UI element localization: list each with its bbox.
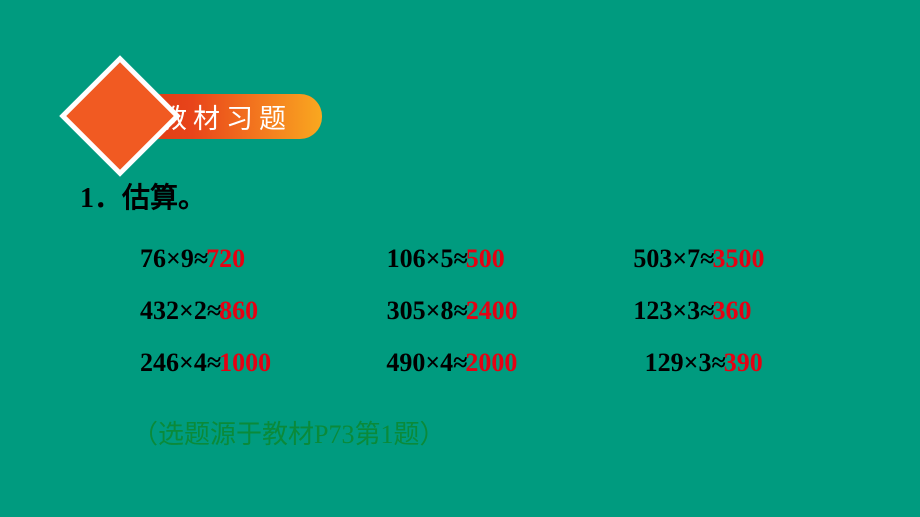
expression: 106×5≈	[387, 244, 468, 274]
expression: 123×3≈	[633, 296, 714, 326]
grid-cell: 490×4≈ 2000	[386, 348, 632, 378]
answer: 3500	[712, 244, 764, 274]
source-note: （选题源于教材P73第1题）	[80, 414, 880, 451]
question-line: 1．估算。	[80, 176, 880, 216]
answer: 500	[466, 244, 505, 274]
answer: 360	[712, 296, 751, 326]
header-diamond	[59, 55, 181, 177]
answer: 390	[724, 348, 763, 378]
content-area: 1．估算。 76×9≈ 720 106×5≈ 500 503×7≈ 3500 4…	[80, 176, 880, 451]
grid-cell: 129×3≈ 390	[633, 348, 880, 378]
answer: 2000	[465, 348, 517, 378]
answer: 720	[206, 244, 245, 274]
grid-cell: 76×9≈ 720	[140, 244, 387, 274]
expression: 246×4≈	[140, 348, 221, 378]
grid-cell: 106×5≈ 500	[387, 244, 634, 274]
question-number: 1．	[80, 183, 122, 214]
expression: 490×4≈	[386, 348, 467, 378]
expression: 503×7≈	[633, 244, 714, 274]
question-prompt: 估算。	[122, 183, 206, 214]
expression: 76×9≈	[140, 244, 208, 274]
grid-cell: 432×2≈ 860	[140, 296, 387, 326]
grid-cell: 503×7≈ 3500	[633, 244, 880, 274]
grid-cell: 305×8≈ 2400	[387, 296, 634, 326]
grid-row: 432×2≈ 860 305×8≈ 2400 123×3≈ 360	[140, 296, 880, 348]
grid-cell: 123×3≈ 360	[633, 296, 880, 326]
expression: 129×3≈	[645, 348, 726, 378]
grid-row: 76×9≈ 720 106×5≈ 500 503×7≈ 3500	[140, 244, 880, 296]
grid-cell: 246×4≈ 1000	[140, 348, 386, 378]
answer: 860	[219, 296, 258, 326]
expression: 432×2≈	[140, 296, 221, 326]
expression: 305×8≈	[387, 296, 468, 326]
answer: 2400	[466, 296, 518, 326]
problem-grid: 76×9≈ 720 106×5≈ 500 503×7≈ 3500 432×2≈ …	[80, 244, 880, 400]
answer: 1000	[219, 348, 271, 378]
grid-row: 246×4≈ 1000 490×4≈ 2000 129×3≈ 390	[140, 348, 880, 400]
